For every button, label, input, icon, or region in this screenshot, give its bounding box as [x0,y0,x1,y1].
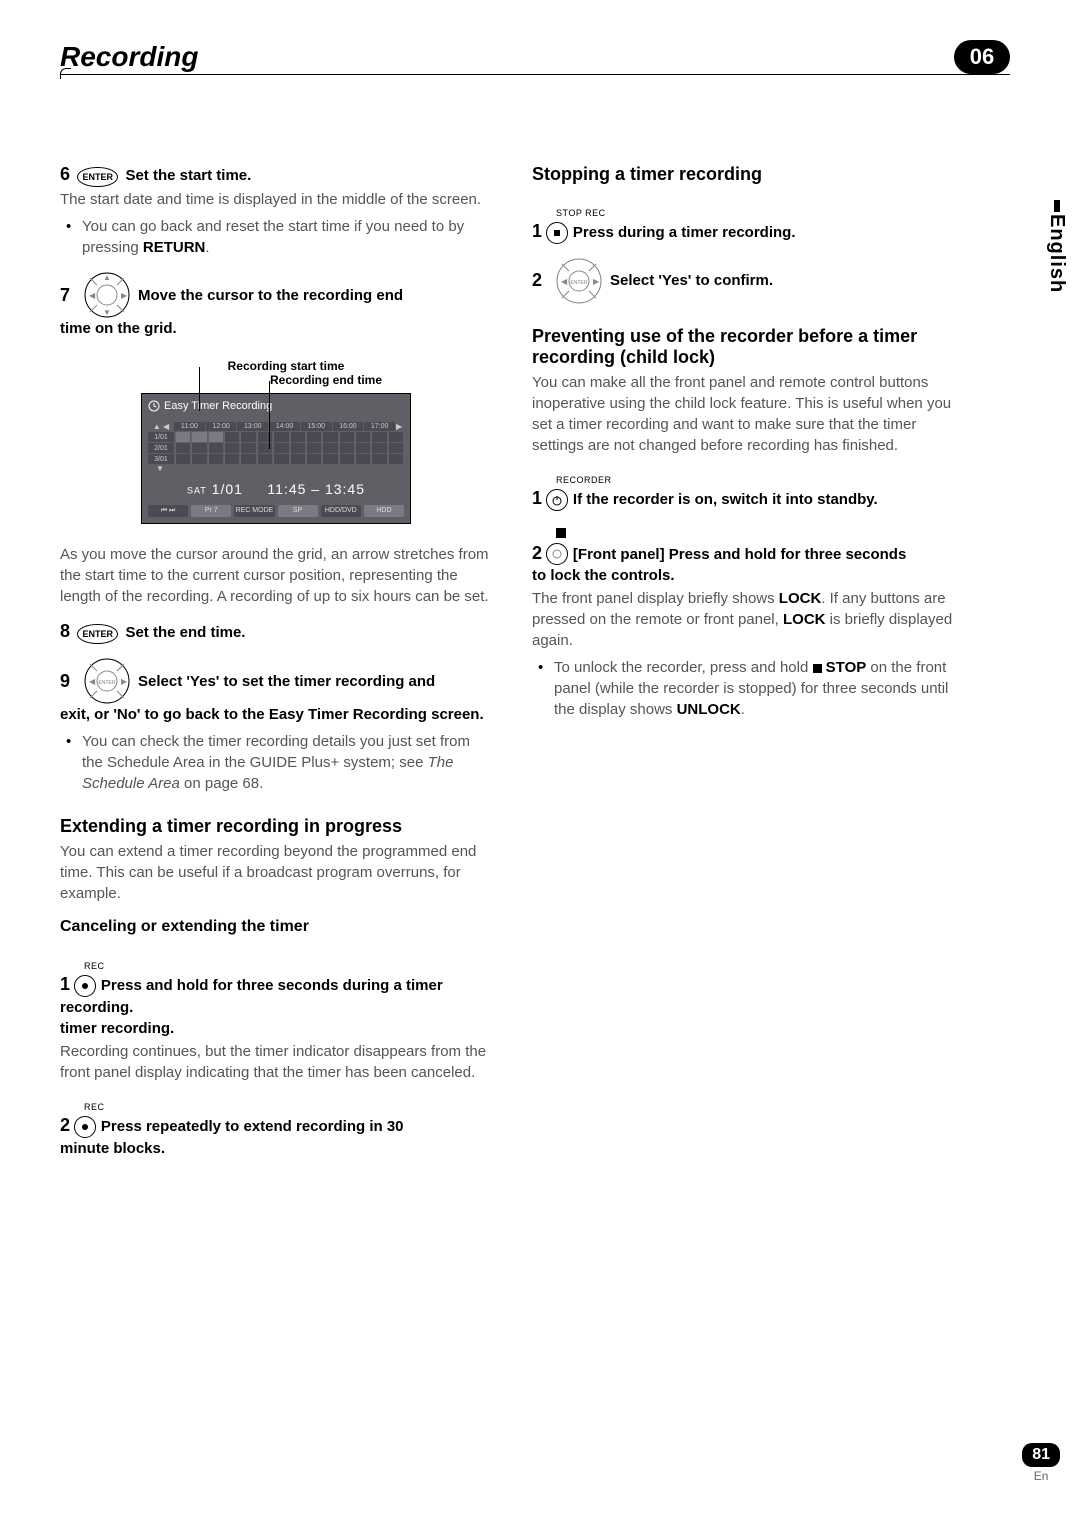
step-title: Set the end time. [125,624,245,641]
step-number: 1 [60,974,70,994]
step-number: 7 [60,285,76,306]
svg-text:▶: ▶ [121,677,128,686]
step-desc: The front panel display briefly shows LO… [532,588,964,651]
diagram-label-start: Recording start time [151,359,421,373]
enter-button-icon: ENTER [77,167,118,187]
front-panel-button-icon [546,543,568,565]
step-bullet: You can go back and reset the start time… [82,216,492,258]
timer-grid-diagram: Recording start time Recording end time … [141,359,411,524]
svg-text:ENTER: ENTER [571,280,588,286]
rec-button-icon: REC [84,1103,105,1112]
step-bullet: You can check the timer recording detail… [82,731,492,794]
step-title: Set the start time. [125,167,251,184]
svg-text:◀: ◀ [89,677,96,686]
diagram-status: SAT 1/01 11:45 – 13:45 [148,481,404,497]
chapter-number-badge: 06 [954,40,1010,74]
right-column: Stopping a timer recording STOP REC 1 Pr… [532,164,964,1159]
step-number: 1 [532,221,542,241]
language-tab-label: English [1045,214,1068,293]
step-title: Move the cursor to the recording end [138,285,492,306]
rec-button-icon [74,1116,96,1138]
diagram-screen: Easy Timer Recording ▲ ◀ 11:00 12:00 13:… [141,393,411,524]
step-9: 9 ENTER◀▶ Select 'Yes' to set the timer … [60,658,492,794]
nav-pad-icon: ▲ ▼ ◀ ▶ [84,272,130,318]
step-number: 8 [60,621,70,641]
svg-text:▶: ▶ [593,277,600,286]
standby-button-icon: RECORDER [556,476,612,485]
step-title: Press and hold for three seconds during … [60,977,443,1016]
step-number: 2 [532,543,542,563]
page-number-badge: 81 En [1022,1443,1060,1483]
stop-rec-button-icon [546,222,568,244]
step-title: If the recorder is on, switch it into st… [573,491,878,508]
step-bullet: To unlock the recorder, press and hold S… [554,657,964,720]
nav-pad-icon: ENTER◀ ▶ [84,658,130,704]
step-number: 9 [60,671,76,692]
step-desc: The start date and time is displayed in … [60,189,492,210]
step-title: Select 'Yes' to confirm. [610,270,773,291]
page-number: 81 [1022,1443,1060,1467]
extend-step-1: REC 1 Press and hold for three seconds d… [60,956,492,1083]
stop-step-1: STOP REC 1 Press during a timer recordin… [532,203,964,244]
step-6: 6 ENTER Set the start time. The start da… [60,164,492,258]
stop-rec-button-icon: STOP REC [556,209,606,218]
step-8: 8 ENTER Set the end time. [60,621,492,644]
diagram-footer: ⏮ ⏭ Pr 7 REC MODE SP HDD/DVD HDD [148,505,404,517]
step-number: 1 [532,488,542,508]
section-desc: You can extend a timer recording beyond … [60,841,492,904]
step-title: [Front panel] Press and hold for three s… [573,546,906,563]
step-7: 7 ▲ ▼ ◀ ▶ Move the cursor to the recording … [60,272,492,339]
section-heading: Stopping a timer recording [532,164,964,185]
left-column: 6 ENTER Set the start time. The start da… [60,164,492,1159]
diagram-title: Easy Timer Recording [148,400,404,412]
language-tab: English [1045,200,1068,293]
step-title: Press repeatedly to extend recording in … [101,1118,404,1135]
svg-text:◀: ◀ [561,277,568,286]
step-number: 6 [60,164,70,184]
extending-section: Extending a timer recording in progress … [60,816,492,1159]
step-title: Press during a timer recording. [573,224,796,241]
step-desc: Recording continues, but the timer indic… [60,1041,492,1083]
section-desc: You can make all the front panel and rem… [532,372,964,456]
rec-button-icon [74,975,96,997]
prevent-step-2: 2 [Front panel] Press and hold for three… [532,543,964,721]
section-heading: Extending a timer recording in progress [60,816,492,837]
stop-glyph-icon [556,528,566,538]
standby-button-icon [546,489,568,511]
header-rule [60,74,1010,75]
chapter-title: Recording [60,41,198,73]
stop-glyph-icon [813,664,822,673]
svg-text:▶: ▶ [121,291,128,300]
step-number: 2 [60,1115,70,1135]
section-subheading: Canceling or extending the timer [60,918,492,936]
diagram-label-end: Recording end time [191,373,461,387]
step-number: 2 [532,270,548,291]
section-heading: Preventing use of the recorder before a … [532,326,964,368]
svg-text:▲: ▲ [103,273,111,282]
nav-pad-icon: ENTER◀ ▶ [556,258,602,304]
svg-text:◀: ◀ [89,291,96,300]
page-header: Recording 06 [60,40,1010,74]
svg-text:ENTER: ENTER [99,680,116,686]
prevent-step-1: RECORDER 1 If the recorder is on, switch… [532,470,964,511]
diagram-timeline: ▲ ◀ 11:00 12:00 13:00 14:00 15:00 16:00 … [148,422,404,473]
stop-step-2: 2 ENTER◀ ▶ Select 'Yes' to confirm. [532,258,964,304]
page-lang-code: En [1022,1469,1060,1483]
svg-text:▼: ▼ [103,308,111,317]
after-screenshot-text: As you move the cursor around the grid, … [60,544,492,607]
enter-button-icon: ENTER [77,624,118,644]
extend-step-2: REC 2 Press repeatedly to extend recordi… [60,1097,492,1159]
rec-button-icon: REC [84,962,105,971]
